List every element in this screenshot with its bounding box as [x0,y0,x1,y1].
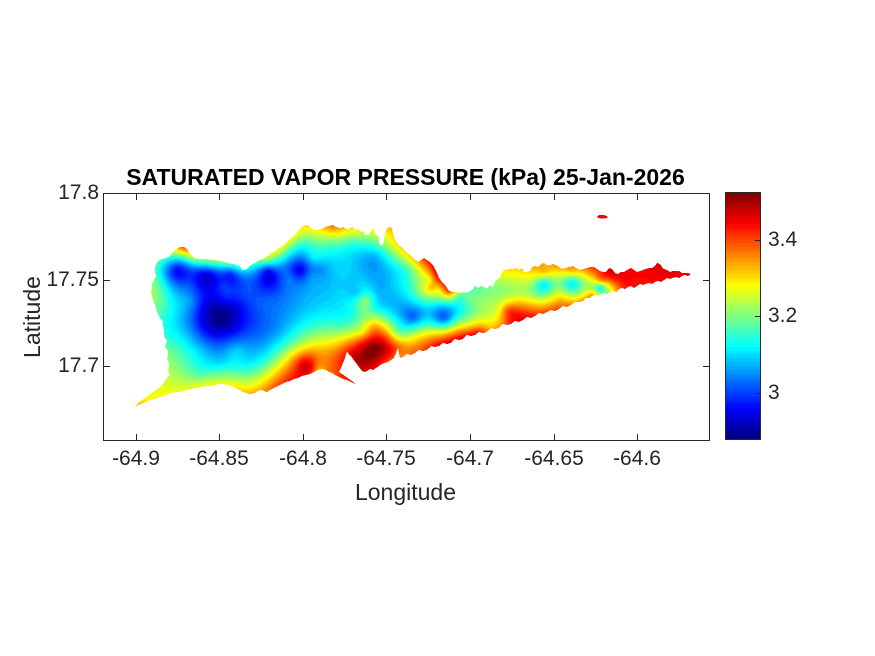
colorbar-gradient [726,193,760,439]
x-tick-label: -64.8 [279,447,327,470]
x-axis-label: Longitude [354,479,457,505]
y-tick-label: 17.7 [58,354,99,377]
colorbar-tick-mark [755,316,760,317]
x-tick-mark-top [637,194,638,200]
y-tick-mark [104,193,110,194]
x-tick-mark [303,434,304,440]
colorbar-tick-mark [755,240,760,241]
x-tick-mark [386,434,387,440]
x-tick-label: -64.6 [613,447,661,470]
x-tick-mark-top [470,194,471,200]
y-tick-mark-right [703,366,709,367]
y-tick-mark [104,280,110,281]
x-tick-mark [136,434,137,440]
y-tick-mark-right [703,280,709,281]
x-tick-label: -64.9 [112,447,160,470]
x-tick-label: -64.7 [446,447,494,470]
x-tick-mark [554,434,555,440]
x-tick-mark [470,434,471,440]
x-tick-label: -64.85 [189,447,249,470]
x-tick-mark-top [386,194,387,200]
colorbar-tick-label: 3.2 [768,304,798,327]
y-axis-label: Latitude [19,276,45,358]
colorbar [725,192,761,440]
colorbar-tick-label: 3 [768,381,780,404]
x-tick-mark-top [219,194,220,200]
y-tick-mark-right [703,193,709,194]
colorbar-tick-label: 3.4 [768,228,798,251]
x-tick-mark-top [303,194,304,200]
chart-title: SATURATED VAPOR PRESSURE (kPa) 25-Jan-20… [126,164,685,190]
y-tick-label: 17.75 [46,268,99,291]
plot-area [103,193,710,441]
colorbar-tick-mark [755,393,760,394]
y-tick-label: 17.8 [58,181,99,204]
x-tick-mark [637,434,638,440]
interpolated-field-canvas [104,194,709,440]
x-tick-label: -64.75 [356,447,416,470]
y-tick-mark [104,366,110,367]
x-tick-mark [219,434,220,440]
x-tick-mark-top [554,194,555,200]
x-tick-mark-top [136,194,137,200]
x-tick-label: -64.65 [524,447,584,470]
